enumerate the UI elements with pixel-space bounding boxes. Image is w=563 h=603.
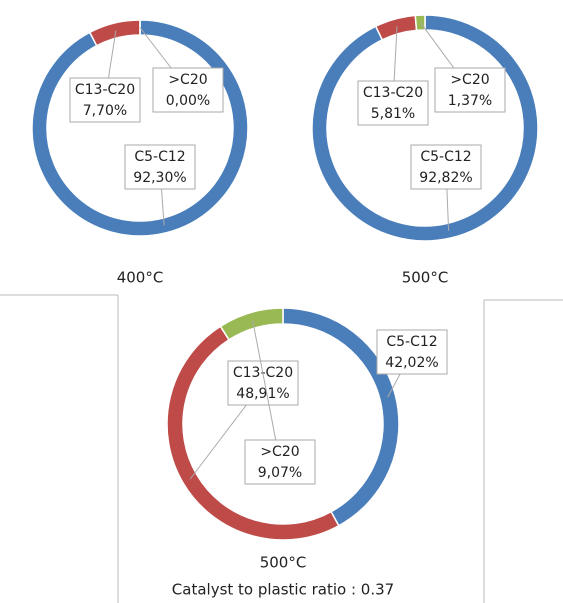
callout-box [152,67,224,113]
value-label: 92,30% [133,170,186,186]
callout-box [227,360,299,406]
category-label: C5-C12 [134,149,185,165]
category-label: >C20 [450,72,489,88]
value-label: 9,07% [258,465,302,481]
donut-segment [88,19,141,47]
category-label: C13-C20 [75,82,135,98]
category-label: C13-C20 [363,85,423,101]
value-label: 48,91% [236,386,289,402]
donut-segment [166,325,340,541]
value-label: 5,81% [371,106,415,122]
chart-title: 500°C [402,269,449,287]
callout-box [357,80,429,126]
chart-title: 400°C [117,269,164,287]
donut-segment [311,14,539,242]
callout-box [434,67,506,113]
category-label: C5-C12 [420,149,471,165]
donut-segment [31,19,249,237]
value-label: 1,37% [448,93,492,109]
value-label: 92,82% [419,170,472,186]
donut-segment [219,307,284,341]
category-label: C5-C12 [386,334,437,350]
category-label: >C20 [260,444,299,460]
value-label: 42,02% [385,355,438,371]
callout-box [69,77,141,123]
value-label: 7,70% [83,103,127,119]
callout-box [244,439,316,485]
donut-segment [414,14,426,32]
callout-pointer [252,320,281,463]
callout-box [410,144,482,190]
callout-box [376,329,448,375]
chart-subtitle: Catalyst to plastic ratio : 0.37 [172,581,394,599]
callout-box [124,144,196,190]
category-label: >C20 [168,72,207,88]
value-label: 0,00% [166,93,210,109]
chart-title: 500°C [260,554,307,572]
